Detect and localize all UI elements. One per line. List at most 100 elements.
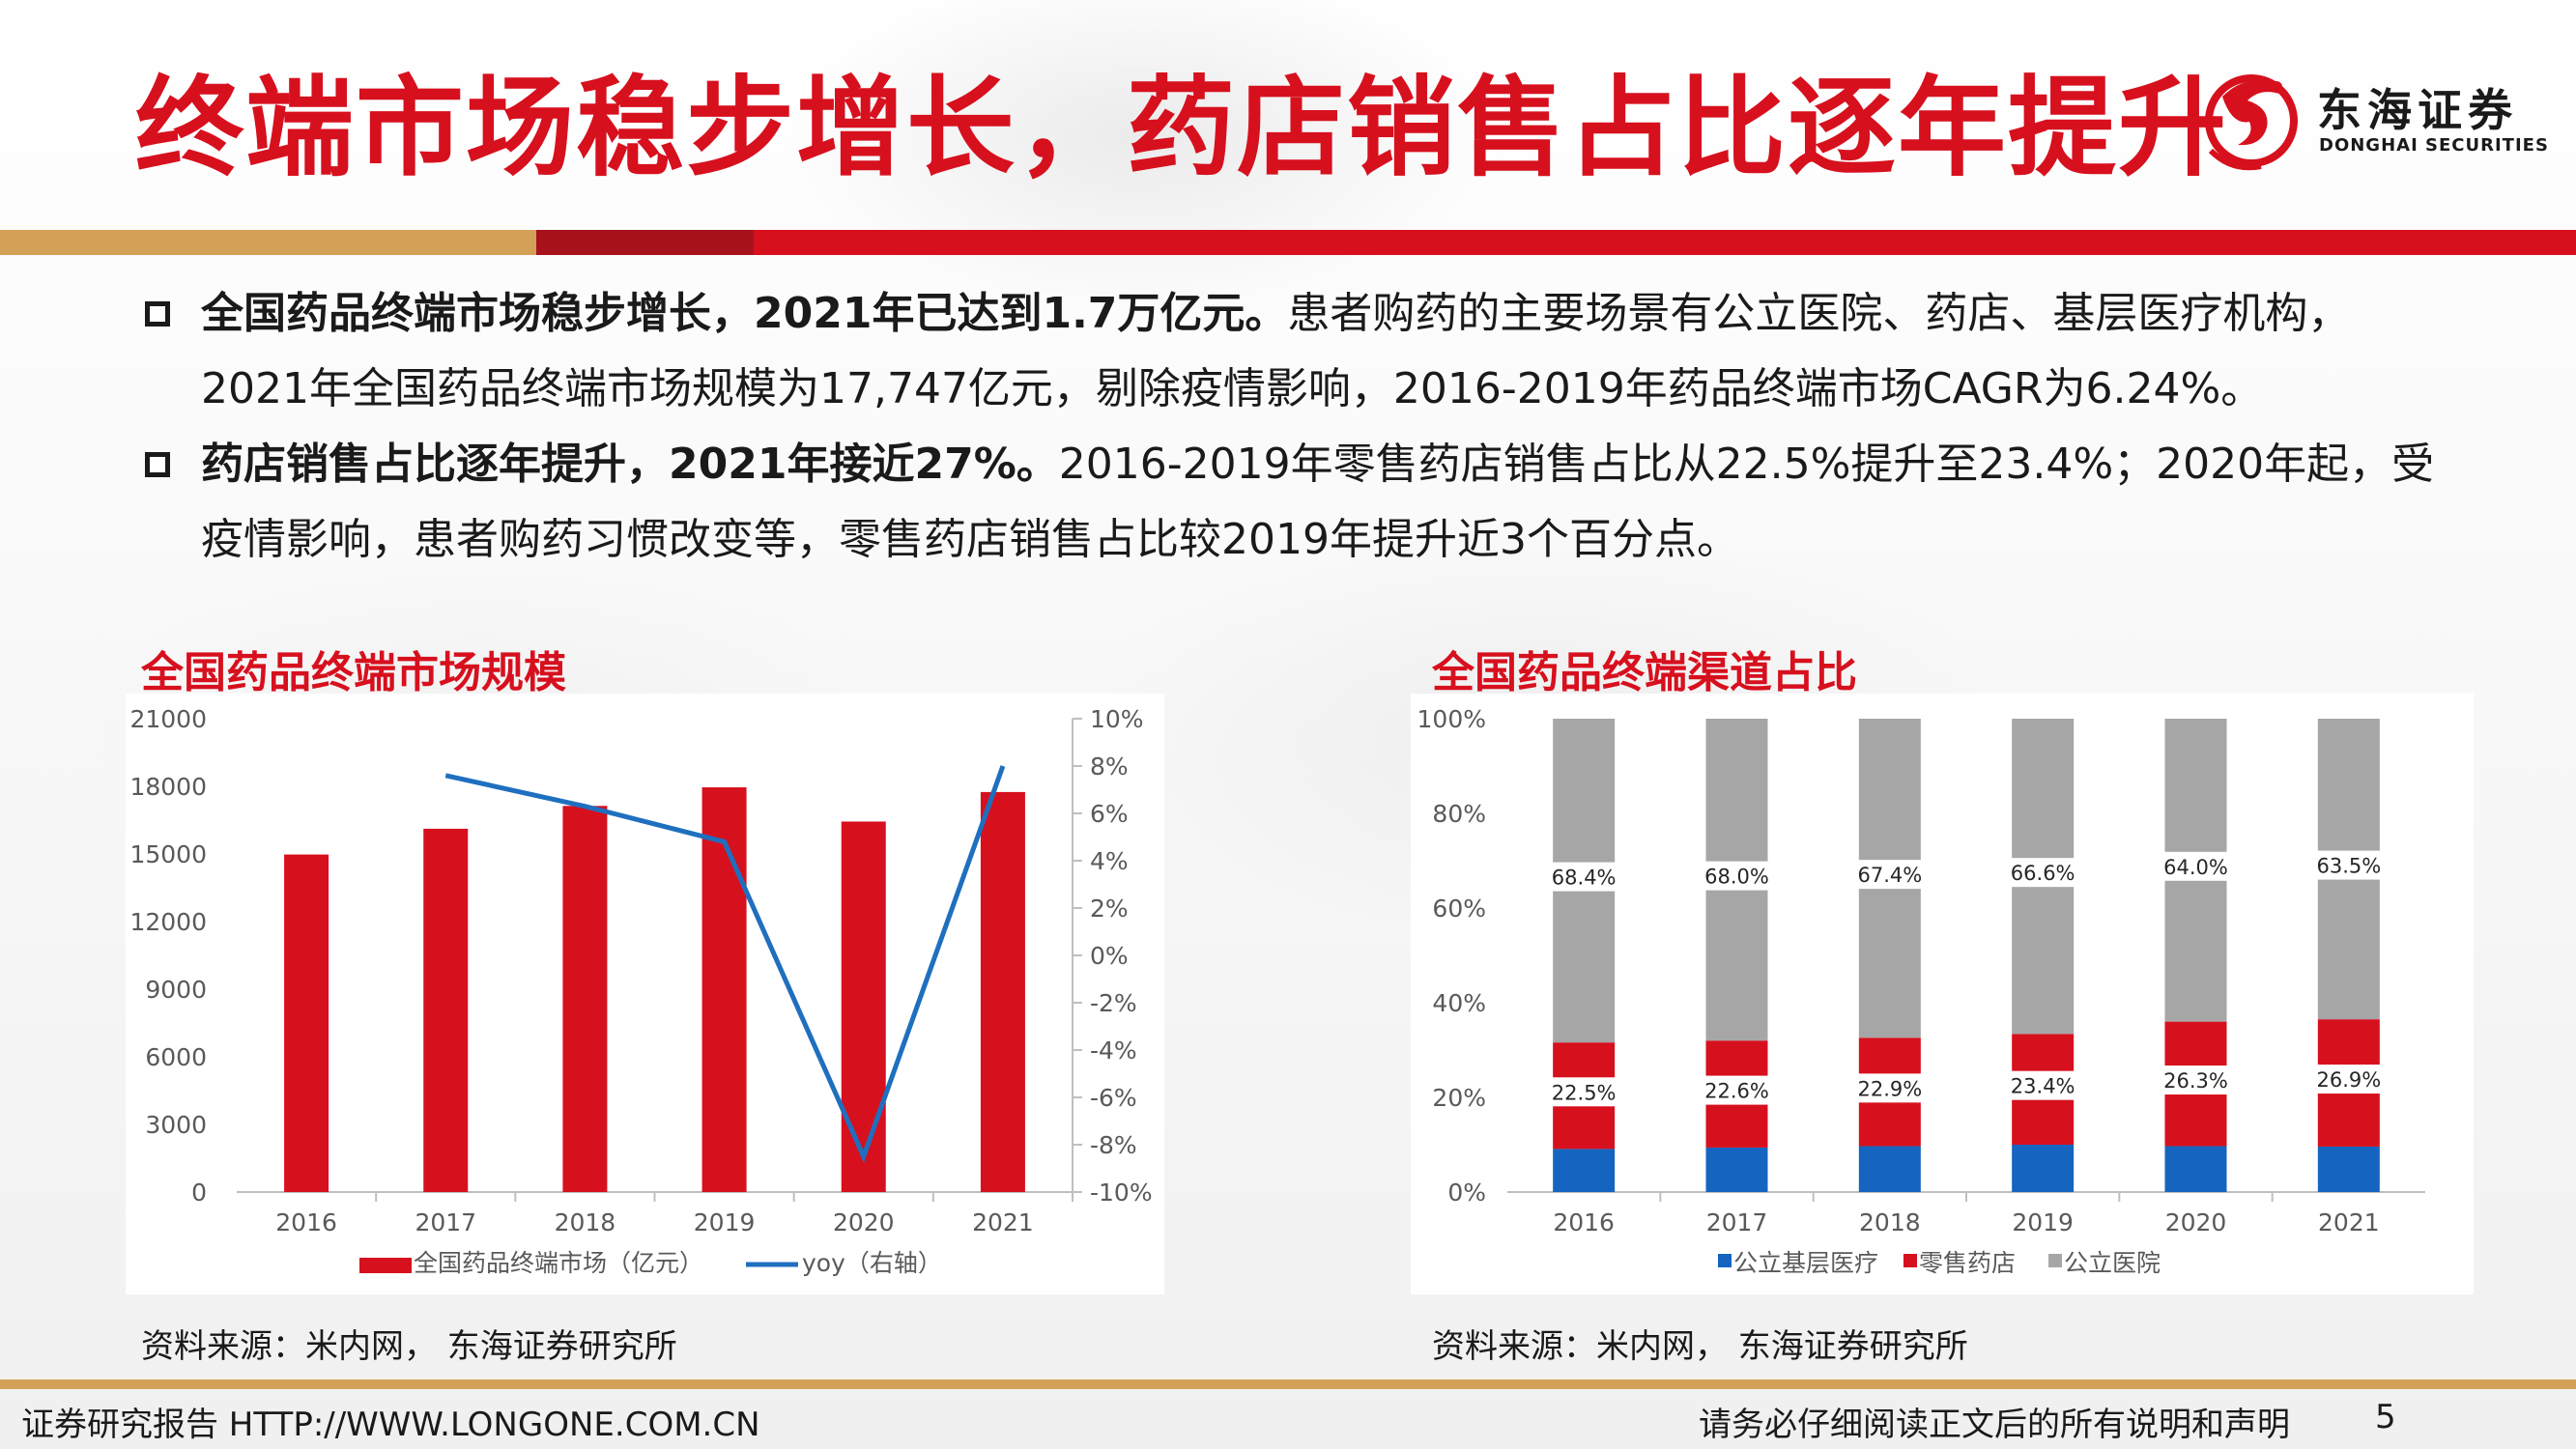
data-label-hospital: 67.4% — [1857, 864, 1922, 887]
bullet-body-1: 患者购药的主要场景有公立医院、药店、基层医疗机构，2021年全国药品终端市场规模… — [201, 289, 2351, 413]
data-label-retail: 23.4% — [2011, 1075, 2075, 1098]
data-label-retail: 22.9% — [1857, 1077, 1922, 1100]
data-label-hospital: 68.4% — [1552, 867, 1617, 890]
data-label-box — [2309, 850, 2388, 880]
x-axis-tick-label: 2020 — [833, 1208, 895, 1236]
data-label-retail: 22.6% — [1704, 1080, 1769, 1103]
x-axis-tick-label: 2019 — [694, 1208, 756, 1236]
right-axis-tick-label: 2% — [1090, 895, 1129, 923]
data-label-retail: 26.9% — [2316, 1068, 2381, 1092]
x-axis-tick-label: 2021 — [2318, 1208, 2380, 1236]
y-axis-tick-label: 20% — [1432, 1084, 1486, 1112]
right-axis-tick-label: -10% — [1090, 1179, 1153, 1207]
stacked-bar-segment — [2317, 1146, 2380, 1192]
bullet-text-1: 全国药品终端市场稳步增长，2021年已达到1.7万亿元。患者购药的主要场景有公立… — [201, 276, 2452, 427]
legend-label: 公立医院 — [2064, 1249, 2161, 1277]
legend-label-yoy: yoy（右轴） — [802, 1249, 942, 1277]
data-label-retail: 22.5% — [1552, 1081, 1617, 1104]
legend-swatch — [2048, 1254, 2062, 1267]
footer-disclaimer: 请务必仔细阅读正文后的所有说明和声明 — [1699, 1406, 2290, 1444]
left-chart-title: 全国药品终端市场规模 — [141, 648, 566, 697]
legend-label-market: 全国药品终端市场（亿元） — [414, 1249, 703, 1277]
right-axis-tick-label: 0% — [1090, 942, 1129, 970]
left-axis-tick-label: 6000 — [145, 1043, 207, 1071]
left-axis-tick-label: 21000 — [129, 705, 207, 733]
data-label-box — [1698, 861, 1776, 891]
y-axis-tick-label: 60% — [1432, 895, 1486, 923]
right-axis-tick-label: -6% — [1090, 1084, 1137, 1112]
x-axis-tick-label: 2021 — [972, 1208, 1034, 1236]
x-axis-tick-label: 2016 — [275, 1208, 337, 1236]
data-label-box — [2004, 858, 2082, 888]
bullet-bold-1: 全国药品终端市场稳步增长，2021年已达到1.7万亿元。 — [201, 289, 1288, 338]
y-axis-tick-label: 40% — [1432, 989, 1486, 1017]
right-axis-tick-label: -4% — [1090, 1037, 1137, 1065]
company-logo: 东海证券 DONGHAI SECURITIES — [2193, 58, 2561, 184]
left-chart-panel: 0 3000 6000 9000 12000 15000 18000 21000 -10% -8%… — [126, 694, 1164, 1294]
footer-website[interactable]: 证券研究报告 HTTP://WWW.LONGONE.COM.CN — [21, 1406, 760, 1444]
right-axis-tick-label: 6% — [1090, 800, 1129, 828]
yoy-line — [444, 765, 1006, 1163]
bullet-text-2: 药店销售占比逐年提升，2021年接近27%。2016-2019年零售药店销售占比… — [201, 427, 2452, 578]
header-band-red — [754, 230, 2576, 255]
right-chart-panel: 0% 20% 40% 60% 80% 100% 22.5% 68.4% 2016 22.6% 68.… — [1411, 694, 2474, 1294]
x-axis-tick-label: 2017 — [415, 1208, 476, 1236]
page-title: 终端市场稳步增长，药店销售占比逐年提升 — [135, 66, 2228, 191]
bar-market-size — [701, 787, 747, 1192]
logo-chinese-name: 东海证券 — [2317, 84, 2518, 136]
data-label-box — [2309, 1065, 2388, 1094]
right-axis-tick-label: -2% — [1090, 989, 1137, 1017]
data-label-box — [1850, 1073, 1929, 1103]
data-label-box — [1545, 1077, 1623, 1107]
header-band-gold — [0, 230, 536, 255]
stacked-bar-segment — [1553, 1149, 1616, 1192]
channel-share-chart: 0% 20% 40% 60% 80% 100% 22.5% 68.4% 2016 22.6% 68.… — [1417, 705, 2425, 1277]
bar-market-size — [980, 791, 1025, 1192]
x-axis-tick-label: 2017 — [1706, 1208, 1768, 1236]
left-axis-tick-label: 12000 — [129, 908, 207, 936]
legend-label: 公立基层医疗 — [1733, 1249, 1878, 1277]
left-axis-tick-label: 0 — [191, 1179, 207, 1207]
dragon-logo-icon — [2205, 74, 2298, 171]
right-axis-tick-label: -8% — [1090, 1131, 1137, 1159]
data-label-box — [1850, 860, 1929, 890]
square-bullet-icon — [145, 452, 170, 477]
data-label-box — [2157, 851, 2235, 881]
y-axis-tick-label: 100% — [1417, 705, 1486, 733]
stacked-bar-segment — [2164, 1146, 2227, 1192]
data-label-hospital: 66.6% — [2011, 862, 2075, 885]
left-axis-tick-label: 15000 — [129, 840, 207, 868]
data-label-hospital: 63.5% — [2316, 855, 2381, 878]
left-axis-tick-label: 18000 — [129, 773, 207, 801]
right-axis-tick-label: 8% — [1090, 753, 1129, 781]
bullet-point-2: 药店销售占比逐年提升，2021年接近27%。2016-2019年零售药店销售占比… — [145, 427, 2464, 582]
x-axis-tick-label: 2016 — [1553, 1208, 1615, 1236]
stacked-bar-segment — [2012, 1145, 2075, 1192]
left-axis-tick-label: 9000 — [145, 976, 207, 1004]
bullet-point-1: 全国药品终端市场稳步增长，2021年已达到1.7万亿元。患者购药的主要场景有公立… — [145, 276, 2464, 431]
right-axis-tick-label: 4% — [1090, 847, 1129, 875]
page-number: 5 — [2375, 1398, 2396, 1436]
bar-market-size — [423, 828, 469, 1192]
x-axis-tick-label: 2020 — [2165, 1208, 2227, 1236]
x-axis-tick-label: 2019 — [2012, 1208, 2074, 1236]
x-axis-tick-label: 2018 — [1859, 1208, 1921, 1236]
legend-swatch-market — [359, 1258, 412, 1273]
data-label-retail: 26.3% — [2163, 1069, 2228, 1093]
right-axis-tick-label: 10% — [1090, 705, 1144, 733]
stacked-bar-segment — [1858, 1146, 1921, 1192]
x-axis-tick-label: 2018 — [555, 1208, 616, 1236]
left-chart-source: 资料来源：米内网， 东海证券研究所 — [141, 1327, 677, 1366]
data-label-box — [2157, 1065, 2235, 1095]
footer-divider — [0, 1379, 2576, 1389]
market-size-chart: 0 3000 6000 9000 12000 15000 18000 21000 -10% -8%… — [129, 705, 1153, 1277]
data-label-hospital: 68.0% — [1704, 866, 1769, 889]
header-band-dark — [536, 230, 754, 255]
y-axis-tick-label: 0% — [1447, 1179, 1486, 1207]
bullet-bold-2: 药店销售占比逐年提升，2021年接近27%。 — [201, 440, 1059, 489]
data-label-hospital: 64.0% — [2163, 856, 2228, 879]
right-chart-source: 资料来源：米内网， 东海证券研究所 — [1432, 1327, 1968, 1366]
logo-english-name: DONGHAI SECURITIES — [2319, 135, 2549, 156]
right-chart-title: 全国药品终端渠道占比 — [1432, 648, 1857, 697]
legend-swatch — [1903, 1254, 1917, 1267]
